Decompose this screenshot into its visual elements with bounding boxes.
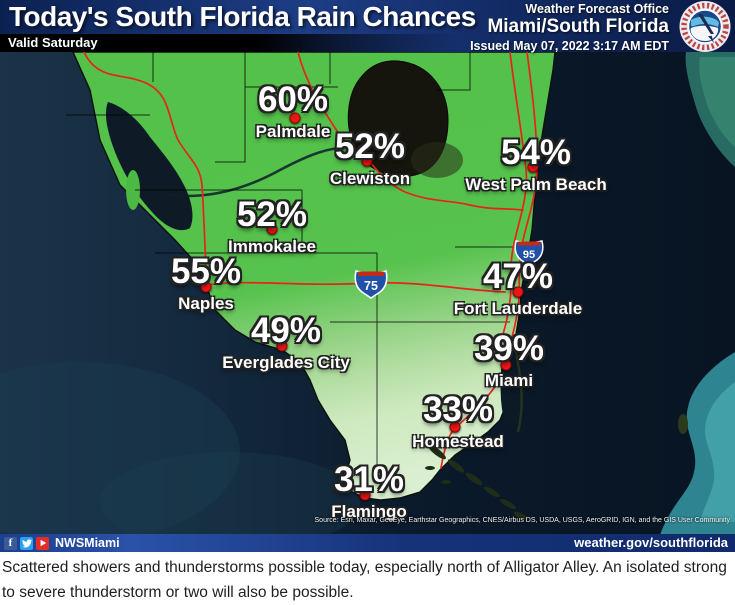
label-west-palm-beach: West Palm Beach	[465, 175, 607, 194]
youtube-play-icon	[40, 539, 46, 547]
i75-label: 75	[364, 279, 378, 293]
pine-island	[126, 170, 140, 210]
bimini-island	[678, 414, 688, 434]
office-location: Miami/South Florida	[487, 16, 669, 37]
rain-chance-immokalee: 52%	[236, 195, 308, 234]
label-miami: Miami	[484, 371, 534, 390]
bahama-bank-north-light	[699, 57, 735, 147]
label-immokalee: Immokalee	[228, 237, 316, 256]
biscayne-bay	[500, 355, 520, 429]
marker-clewiston	[361, 155, 373, 167]
marker-miami	[500, 359, 512, 371]
rain-chance-flamingo: 31%	[333, 460, 405, 499]
i95-label: 95	[523, 249, 535, 261]
office-block: Weather Forecast Office Miami/South Flor…	[470, 2, 669, 53]
footer-bar: f NWSMiami weather.gov/southflorida	[0, 534, 735, 552]
rain-chance-naples: 55%	[170, 252, 242, 291]
marker-everglades-city	[276, 340, 288, 352]
city-flamingo: 31% Flamingo	[331, 460, 407, 521]
gulf-shallows2	[100, 452, 360, 535]
label-palmdale: Palmdale	[255, 122, 331, 141]
facebook-icon[interactable]: f	[4, 536, 17, 550]
us27	[297, 52, 524, 211]
valid-strip	[0, 34, 460, 52]
turnpike	[496, 52, 528, 359]
header-bar: Today's South Florida Rain Chances Valid…	[0, 0, 735, 53]
social-handle[interactable]: NWSMiami	[55, 536, 120, 550]
marker-immokalee	[266, 223, 278, 235]
rain-chance-fort-lauderdale: 47%	[482, 257, 554, 296]
marker-palmdale	[289, 112, 301, 124]
rain-chance-palmdale: 60%	[257, 80, 329, 119]
label-clewiston: Clewiston	[329, 169, 411, 188]
map-area: 75 95 60% Palmdale 52% Clewiston	[0, 52, 735, 535]
youtube-icon[interactable]	[36, 536, 49, 550]
agricultural-area	[411, 142, 463, 178]
i75-shield: 75	[354, 270, 388, 299]
label-fort-lauderdale: Fort Lauderdale	[453, 299, 583, 318]
city-clewiston: 52% Clewiston	[329, 127, 411, 188]
map-attribution: Source: Esri, Maxar, GeoEye, Earthstar G…	[314, 517, 730, 524]
rain-chance-homestead: 33%	[422, 390, 494, 429]
marker-homestead	[449, 421, 461, 433]
city-miami: 39% Miami	[473, 329, 545, 390]
label-naples: Naples	[178, 294, 234, 313]
city-immokalee: 52% Immokalee	[228, 195, 316, 256]
county-borders	[66, 52, 523, 465]
marker-flamingo	[359, 489, 371, 501]
valid-label: Valid Saturday	[8, 35, 98, 50]
nws-logo-icon	[679, 1, 731, 52]
city-fort-lauderdale: 47% Fort Lauderdale	[453, 257, 583, 318]
florida-keys	[425, 444, 529, 521]
rain-chance-west-palm-beach: 54%	[500, 133, 572, 172]
rain-chance-clewiston: 52%	[334, 127, 406, 166]
city-west-palm-beach: 54% West Palm Beach	[465, 133, 607, 194]
rain-chance-miami: 39%	[473, 329, 545, 368]
marker-naples	[200, 281, 212, 293]
marker-west-palm-beach	[527, 161, 539, 173]
label-homestead: Homestead	[412, 432, 504, 451]
bahama-bank-south-light	[700, 382, 735, 522]
office-name: Weather Forecast Office	[525, 2, 669, 16]
caloosahatchee-river	[161, 145, 353, 198]
rain-chance-everglades-city: 49%	[250, 311, 322, 350]
city-naples: 55% Naples	[170, 252, 242, 313]
website-link[interactable]: weather.gov/southflorida	[574, 535, 728, 550]
i75-west-coast	[83, 52, 208, 286]
twitter-bird-icon	[21, 538, 32, 547]
i95-shield: 95	[514, 240, 544, 267]
marker-fort-lauderdale	[512, 286, 524, 298]
city-palmdale: 60% Palmdale	[255, 80, 331, 141]
label-everglades-city: Everglades City	[222, 353, 350, 372]
issued-timestamp: Issued May 07, 2022 3:17 AM EDT	[470, 39, 669, 54]
twitter-icon[interactable]	[20, 536, 33, 550]
city-homestead: 33% Homestead	[412, 390, 504, 451]
charlotte-harbor	[105, 102, 193, 231]
gulf-shallows	[0, 362, 240, 535]
caption-text: Scattered showers and thunderstorms poss…	[0, 552, 733, 605]
label-flamingo: Flamingo	[331, 502, 407, 521]
graphic-title: Today's South Florida Rain Chances	[9, 1, 476, 32]
south-florida-map: 75 95	[0, 52, 735, 535]
miami-beach-barrier	[514, 351, 523, 433]
weather-graphic: 75 95 60% Palmdale 52% Clewiston	[0, 0, 735, 552]
city-everglades-city: 49% Everglades City	[222, 311, 350, 372]
